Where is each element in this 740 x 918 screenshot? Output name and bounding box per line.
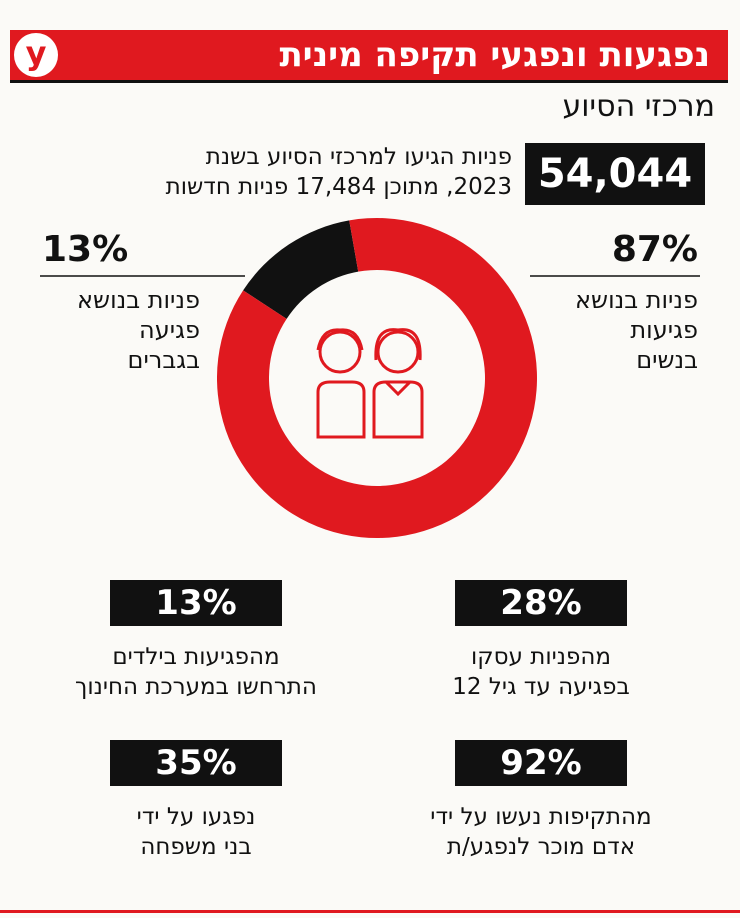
stat-text: מהפניות עסקו בפגיעה עד גיל 12 <box>452 644 630 700</box>
total-text: פניות הגיעו למרכזי הסיוע בשנת 2023, מתוכ… <box>165 144 512 200</box>
header-bar <box>10 30 728 83</box>
stat-value: 13% <box>110 580 282 626</box>
stat-value: 28% <box>455 580 627 626</box>
people-icon <box>316 328 424 439</box>
value-label: 13% <box>42 229 129 270</box>
stat-text: נפגעו על ידי בני משפחה <box>136 804 256 860</box>
donut-slice <box>243 220 359 319</box>
donut-slice <box>216 218 537 538</box>
stat-text: מהפגיעות בילדים התרחשו במערכת החינוך <box>75 644 317 700</box>
footer-line <box>0 910 740 913</box>
category-label: פניות בנושא פגיעה בגברים <box>77 286 200 374</box>
stat-text: מהתקיפות נעשו על ידי אדם מוכר לנפגע/ת <box>430 804 652 860</box>
value-label: 87% <box>611 229 698 270</box>
total-value: 54,044 <box>525 143 705 205</box>
category-label: פניות בנושא פגיעות בנשים <box>575 286 698 374</box>
stat-value: 35% <box>110 740 282 786</box>
stat-value: 92% <box>455 740 627 786</box>
subtitle: מרכזי הסיוע <box>562 89 715 124</box>
logo: y <box>14 33 58 77</box>
title: נפגעות ונפגעי תקיפה מינית <box>279 35 710 75</box>
